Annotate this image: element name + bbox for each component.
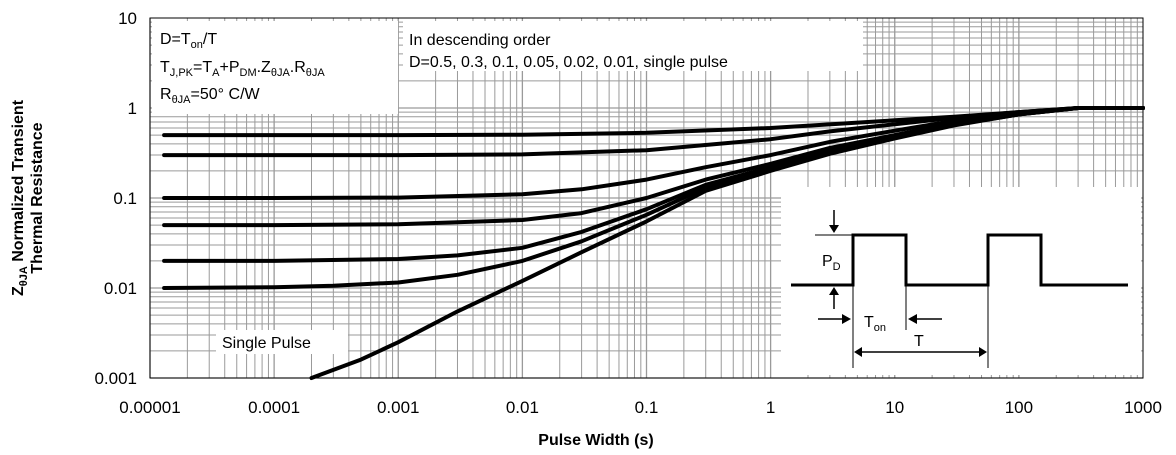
- y-axis-title-line2: Thermal Resistance: [29, 122, 46, 273]
- x-tick-label: 100: [1005, 398, 1033, 417]
- series-line-7: [309, 106, 1145, 380]
- pd-label: PD: [822, 253, 841, 273]
- single-pulse-label-box: [216, 330, 348, 354]
- thermal-resistance-value: RθJA=50° C/W: [160, 86, 261, 106]
- duty-cycle-definition: D=Ton/T: [160, 31, 217, 51]
- y-axis-symbol: Z: [10, 286, 27, 296]
- y-axis-symbol-sub: θJA: [18, 266, 30, 286]
- x-tick-labels: 0.00001 0.0001 0.001 0.01 0.1 1 10 100 1000: [119, 398, 1162, 417]
- order-box: [403, 21, 863, 71]
- ton-arrowhead-right: [908, 314, 917, 324]
- y-tick-label: 0.01: [104, 279, 137, 298]
- pulse-train-inset: PD Ton T: [781, 187, 1141, 375]
- x-tick-label: 1000: [1124, 398, 1162, 417]
- single-pulse-label: Single Pulse: [222, 335, 311, 352]
- x-tick-label: 0.1: [635, 398, 659, 417]
- svg-text:ZθJA Normalized Transient: ZθJA Normalized Transient: [10, 99, 30, 296]
- pulse-waveform: [791, 233, 1128, 287]
- pd-arrowhead-up: [829, 287, 839, 295]
- y-tick-labels: 0.001 0.01 0.1 1 10: [94, 9, 137, 388]
- x-tick-label: 0.00001: [119, 398, 180, 417]
- order-note-line2: D=0.5, 0.3, 0.1, 0.05, 0.02, 0.01, singl…: [409, 54, 728, 71]
- ton-label: Ton: [864, 314, 886, 334]
- y-axis-title: ZθJA Normalized Transient Thermal Resist…: [10, 99, 46, 296]
- x-tick-label: 1: [766, 398, 775, 417]
- series-group: [162, 106, 1145, 380]
- t-arrowhead-right: [979, 347, 987, 357]
- y-tick-label: 10: [118, 9, 137, 28]
- y-axis-title-line1: Normalized Transient: [10, 99, 27, 261]
- formula-box: [152, 21, 398, 114]
- t-arrowhead-left: [854, 347, 862, 357]
- x-tick-label: 10: [885, 398, 904, 417]
- x-tick-label: 0.01: [506, 398, 539, 417]
- y-tick-label: 0.1: [113, 189, 137, 208]
- t-label: T: [914, 333, 924, 350]
- plot-frame: [149, 17, 1144, 379]
- inset-background: [781, 187, 1141, 375]
- y-tick-label: 1: [128, 99, 137, 118]
- y-tick-label: 0.001: [94, 369, 137, 388]
- junction-temperature-formula: TJ,PK=TA+PDM.ZθJA.RθJA: [160, 59, 325, 79]
- order-note-line1: In descending order: [409, 32, 551, 49]
- pd-arrowhead-down: [829, 225, 839, 233]
- x-tick-label: 0.0001: [248, 398, 300, 417]
- ton-arrowhead-left: [842, 314, 851, 324]
- x-tick-label: 0.001: [377, 398, 420, 417]
- x-axis-title: Pulse Width (s): [538, 432, 653, 449]
